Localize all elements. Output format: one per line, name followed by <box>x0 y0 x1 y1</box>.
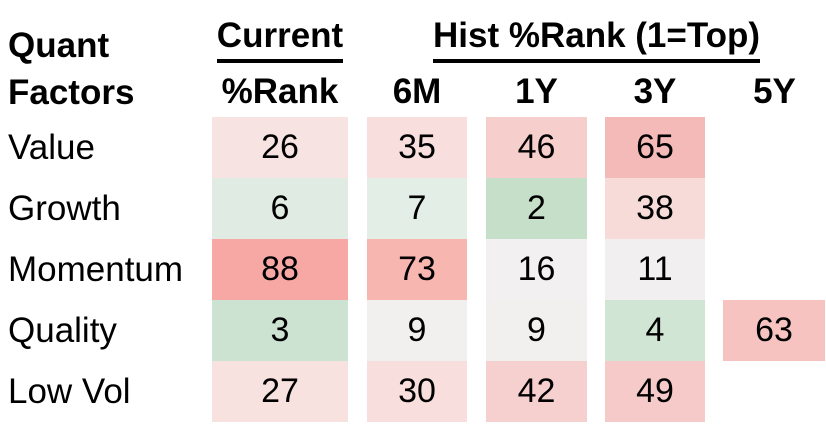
current-group-label: Current <box>216 16 344 63</box>
cell-value-3y: 65 <box>605 117 705 178</box>
cell-low-vol-3y: 49 <box>605 361 705 422</box>
table-title: Quant Factors <box>8 22 134 116</box>
row-label-momentum: Momentum <box>8 249 184 289</box>
cell-momentum-6m: 73 <box>367 239 467 300</box>
cell-growth-current-rank: 6 <box>212 178 348 239</box>
cell-momentum-current-rank: 88 <box>212 239 348 300</box>
cell-value-6m: 35 <box>367 117 467 178</box>
cell-quality-current-rank: 3 <box>212 300 348 361</box>
cell-value-current-rank: 26 <box>212 117 348 178</box>
hist-group-label: Hist %Rank (1=Top) <box>432 16 761 63</box>
cell-quality-3y: 4 <box>605 300 705 361</box>
column-header-3y: 3Y <box>633 72 677 111</box>
cell-growth-1y: 2 <box>486 178 587 239</box>
row-label-value: Value <box>8 127 95 167</box>
cell-low-vol-6m: 30 <box>367 361 467 422</box>
cell-quality-6m: 9 <box>367 300 467 361</box>
column-header-6m: 6M <box>392 72 442 111</box>
cell-quality-1y: 9 <box>486 300 587 361</box>
hist-group-header: Hist %Rank (1=Top) <box>367 16 826 63</box>
table-title-line1: Quant <box>8 26 110 65</box>
cell-momentum-3y: 11 <box>605 239 705 300</box>
cell-growth-3y: 38 <box>605 178 705 239</box>
cell-momentum-1y: 16 <box>486 239 587 300</box>
row-label-growth: Growth <box>8 188 121 228</box>
cell-growth-6m: 7 <box>367 178 467 239</box>
table-title-line2: Factors <box>8 73 135 112</box>
column-header-1y: 1Y <box>515 72 558 111</box>
column-header-5y: 5Y <box>753 72 796 111</box>
row-label-low-vol: Low Vol <box>8 371 131 411</box>
cell-value-1y: 46 <box>486 117 587 178</box>
cell-low-vol-1y: 42 <box>486 361 587 422</box>
row-label-quality: Quality <box>8 310 117 350</box>
column-header-current-rank: %Rank <box>221 72 339 111</box>
cell-low-vol-current-rank: 27 <box>212 361 348 422</box>
current-group-header: Current <box>212 16 348 63</box>
cell-quality-5y: 63 <box>723 300 825 361</box>
